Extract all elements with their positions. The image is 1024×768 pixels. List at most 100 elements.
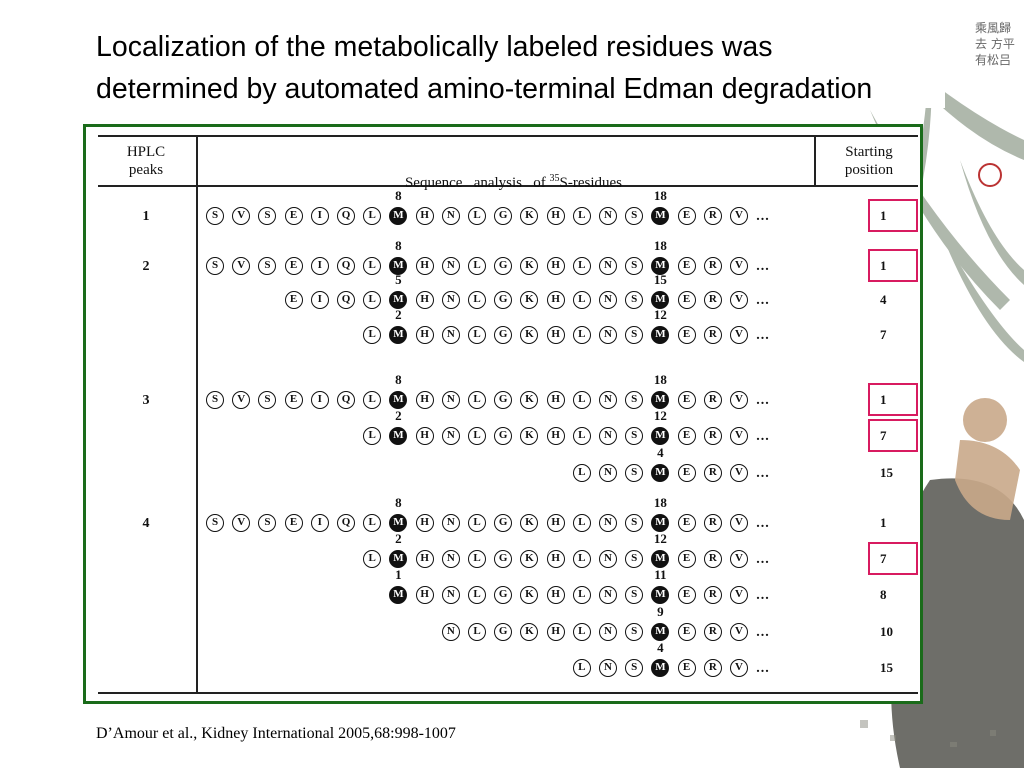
residue-position-label: 1: [395, 567, 402, 582]
residue-n: N: [599, 257, 617, 275]
residue-s: S: [625, 464, 644, 482]
residue-k: K: [520, 586, 539, 604]
residue-k: K: [520, 326, 539, 344]
residue-n: N: [441, 514, 460, 532]
residue-s: S: [625, 514, 644, 532]
residue-s: S: [625, 391, 644, 409]
residue-e: E: [284, 391, 303, 409]
residue-s: S: [625, 427, 644, 445]
residue-m: M: [389, 391, 408, 409]
residue-m: M: [651, 464, 670, 482]
residue-h: H: [546, 391, 565, 409]
residue-q: Q: [337, 391, 355, 409]
residue-h: H: [415, 207, 434, 225]
residue-position-label: 18: [653, 238, 667, 253]
residue-v: V: [232, 257, 251, 275]
residue-l: L: [468, 257, 486, 275]
sequence-row: S V S E I Q L M 8 H N L G K H L N S M 18 E R V...: [86, 372, 806, 411]
residue-h: H: [415, 257, 434, 275]
peak-label: 2: [142, 259, 150, 274]
header-sequence-sup: 35: [549, 173, 560, 184]
residue-position-label: 8: [395, 188, 402, 203]
residue-m: M: [389, 207, 408, 225]
residue-r: R: [703, 291, 722, 309]
residue-e: E: [677, 326, 696, 344]
residue-s: S: [206, 514, 224, 532]
residue-r: R: [703, 586, 722, 604]
residue-m: M: [651, 207, 670, 225]
residue-n: N: [441, 623, 460, 641]
residue-v: V: [730, 207, 748, 225]
residue-h: H: [546, 514, 565, 532]
residue-e: E: [677, 550, 696, 568]
residue-m: M: [389, 514, 408, 532]
residue-g: G: [494, 586, 513, 604]
residue-n: N: [441, 586, 460, 604]
residue-s: S: [258, 391, 277, 409]
residue-m: M: [389, 257, 408, 275]
residue-l: L: [572, 207, 591, 225]
residue-v: V: [730, 514, 748, 532]
residue-h: H: [546, 427, 565, 445]
column-divider-right: [814, 135, 816, 187]
residue-i: I: [310, 514, 329, 532]
residue-n: N: [599, 514, 617, 532]
residue-h: H: [415, 586, 434, 604]
residue-n: N: [599, 586, 617, 604]
residue-s: S: [206, 207, 224, 225]
residue-k: K: [520, 514, 539, 532]
residue-l: L: [468, 427, 486, 445]
citation: D’Amour et al., Kidney International 200…: [96, 725, 456, 742]
starting-position: 8: [880, 587, 887, 602]
residue-r: R: [703, 391, 722, 409]
residue-n: N: [599, 291, 617, 309]
residue-r: R: [703, 659, 722, 677]
residue-q: Q: [337, 291, 355, 309]
residue-n: N: [441, 427, 460, 445]
residue-l: L: [468, 586, 486, 604]
residue-r: R: [703, 464, 722, 482]
starting-position: 7: [880, 551, 887, 566]
starting-position: 15: [880, 660, 893, 675]
residue-s: S: [625, 623, 644, 641]
sequence-row: S V S E I Q L M 8 H N L G K H L N S M 18 E R V...: [86, 238, 806, 277]
residue-r: R: [703, 550, 722, 568]
residue-r: R: [703, 207, 722, 225]
residue-e: E: [284, 257, 303, 275]
residue-n: N: [599, 623, 617, 641]
residue-e: E: [677, 514, 696, 532]
residue-n: N: [599, 326, 617, 344]
residue-s: S: [206, 257, 224, 275]
sequence-row: S V S E I Q L M 8 H N L G K H L N S M 18 E R V...: [86, 188, 806, 227]
residue-v: V: [232, 207, 251, 225]
residue-l: L: [363, 207, 382, 225]
residue-m: M: [651, 427, 670, 445]
sequence-row: N L G K H L N S M 9 E R V...: [86, 604, 806, 643]
sequence-row: L N S M 4 E R V...: [86, 445, 806, 484]
residue-s: S: [258, 514, 277, 532]
peak-label: 4: [142, 516, 150, 531]
residue-position-label: 18: [653, 188, 667, 203]
sequence-ellipsis: ...: [756, 393, 770, 408]
residue-e: E: [677, 291, 696, 309]
residue-position-label: 12: [653, 307, 667, 322]
residue-e: E: [677, 207, 696, 225]
residue-position-label: 12: [653, 408, 667, 423]
residue-v: V: [730, 291, 748, 309]
residue-m: M: [651, 291, 670, 309]
residue-g: G: [494, 257, 513, 275]
header-hplc-peaks: HPLC peaks: [126, 144, 166, 178]
residue-i: I: [310, 257, 329, 275]
residue-r: R: [703, 514, 722, 532]
highlight-box: [868, 199, 918, 232]
residue-l: L: [468, 623, 486, 641]
residue-m: M: [651, 391, 670, 409]
sequence-ellipsis: ...: [756, 293, 770, 308]
residue-v: V: [730, 427, 748, 445]
residue-e: E: [284, 291, 303, 309]
highlight-box: [868, 383, 918, 416]
residue-h: H: [546, 586, 565, 604]
residue-n: N: [599, 550, 617, 568]
header-sequence-text: Sequence analysis of: [404, 175, 550, 191]
bottom-rule: [98, 692, 918, 694]
